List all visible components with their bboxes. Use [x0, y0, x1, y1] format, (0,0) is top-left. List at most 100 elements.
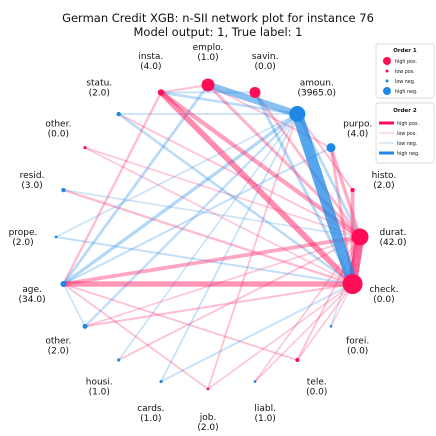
edge-resid-durat — [62, 189, 361, 238]
node-emplo — [201, 78, 215, 92]
legend-order1-marker-3 — [383, 87, 391, 95]
node-statu — [116, 111, 121, 117]
node-insta — [157, 89, 165, 96]
node-value-age: (34.0) — [19, 295, 46, 305]
edge-savin-check — [253, 90, 355, 286]
legend-order2-label-2: low neg. — [397, 141, 417, 147]
node-check — [342, 273, 363, 294]
node-age — [60, 280, 67, 287]
edge-housi-durat — [117, 236, 361, 361]
node-value-other1: (0.0) — [48, 129, 69, 139]
node-value-statu: (2.0) — [89, 88, 110, 98]
node-histo — [350, 187, 355, 193]
legend-order1-box — [375, 43, 435, 99]
node-label-emplo: emplo. — [193, 43, 224, 53]
node-label-forei: forei. — [346, 337, 369, 347]
legend-order1-marker-1 — [385, 69, 389, 73]
legend-order2-title: Order 2 — [393, 108, 417, 114]
edge-housi-amoun — [117, 113, 299, 361]
legend-order2-label-3: high neg. — [397, 151, 420, 157]
legend-order1-title: Order 1 — [393, 48, 417, 54]
edge-insta-check — [158, 89, 356, 287]
edge-insta-amoun — [159, 91, 299, 116]
edge-other2-amoun — [83, 112, 299, 328]
node-cards — [159, 379, 163, 384]
edge-age-purpo — [62, 146, 332, 285]
node-label-other2: other. — [45, 337, 71, 347]
edge-statu-check — [117, 112, 354, 286]
edge-prope-check — [55, 236, 354, 285]
edge-insta-emplo — [160, 84, 209, 94]
legend-order1-label-3: high neg. — [395, 89, 418, 95]
edge-age-tele — [62, 283, 299, 361]
node-label-resid: resid. — [20, 171, 45, 181]
chart-subtitle: Model output: 1, True label: 1 — [133, 25, 302, 39]
node-label-histo: histo. — [372, 171, 397, 181]
node-prope — [54, 235, 58, 239]
nodes-layer — [54, 78, 369, 391]
edge-other1-check — [84, 146, 354, 285]
legend-order1-marker-2 — [385, 79, 389, 83]
node-housi — [117, 358, 121, 362]
node-value-forei: (0.0) — [347, 347, 368, 357]
edge-other2-durat — [84, 236, 361, 328]
node-forei — [329, 325, 333, 328]
edge-other1-durat — [84, 146, 361, 238]
legend-order2-label-0: high pos. — [397, 121, 419, 127]
node-label-tele: tele. — [307, 378, 327, 388]
node-label-prope: prope. — [9, 228, 38, 238]
edge-resid-check — [62, 188, 354, 286]
node-other1 — [83, 146, 87, 150]
node-label-cards: cards. — [137, 404, 164, 414]
edge-age-amoun — [61, 112, 299, 286]
node-value-resid: (3.0) — [21, 181, 42, 191]
node-label-age: age. — [22, 285, 42, 295]
node-other2 — [82, 323, 88, 329]
legend: Order 1 high pos. low pos. low neg. high ne… — [375, 43, 435, 164]
node-amoun — [289, 106, 306, 123]
edge-liabl-check — [254, 283, 354, 383]
labels-layer: check.(0.0)durat.(42.0)histo.(2.0)purpo.… — [9, 43, 407, 433]
node-label-check: check. — [369, 285, 398, 295]
chart-title: German Credit XGB: n-SII network plot fo… — [62, 11, 374, 25]
node-resid — [61, 187, 66, 193]
node-label-purpo: purpo. — [343, 119, 372, 129]
node-value-housi: (1.0) — [89, 388, 110, 398]
node-label-durat: durat. — [379, 228, 406, 238]
node-label-housi: housi. — [86, 378, 113, 388]
node-value-histo: (2.0) — [373, 181, 394, 191]
edge-purpo-durat — [329, 146, 362, 239]
edge-savin-durat — [253, 91, 362, 239]
node-tele — [295, 357, 300, 362]
edge-age-insta — [62, 91, 163, 286]
node-value-cards: (1.0) — [140, 414, 161, 424]
node-label-job: job. — [199, 413, 217, 423]
node-value-insta: (4.0) — [140, 62, 161, 72]
legend-order1-label-1: low pos. — [395, 69, 415, 75]
legend-order2-items: high pos. low pos. low neg. high neg. — [379, 121, 420, 157]
node-label-liabl: liabl. — [254, 404, 276, 414]
node-durat — [351, 228, 369, 246]
edge-statu-durat — [117, 113, 361, 238]
legend-order2-box — [375, 102, 435, 164]
edge-prope-amoun — [55, 113, 299, 238]
node-value-durat: (42.0) — [379, 238, 406, 248]
legend-order1-label-2: low neg. — [395, 79, 415, 85]
edge-job-check — [207, 283, 354, 390]
legend-order1-items: high pos. low pos. low neg. high neg. — [383, 57, 418, 95]
edge-tele-check — [296, 283, 354, 361]
node-value-job: (2.0) — [197, 423, 218, 433]
edge-age-other2 — [62, 283, 86, 328]
edge-age-emplo — [62, 83, 210, 286]
edge-age-durat — [61, 235, 362, 286]
node-savin — [249, 86, 261, 98]
edges-layer — [55, 81, 365, 390]
node-job — [206, 387, 210, 391]
node-label-insta: insta. — [138, 52, 163, 62]
node-value-amoun: (3965.0) — [297, 88, 336, 98]
node-value-purpo: (4.0) — [347, 129, 368, 139]
edge-emplo-amoun — [204, 81, 301, 118]
edge-age-job — [62, 283, 209, 390]
node-purpo — [326, 143, 336, 153]
edge-amoun-check — [291, 108, 358, 290]
